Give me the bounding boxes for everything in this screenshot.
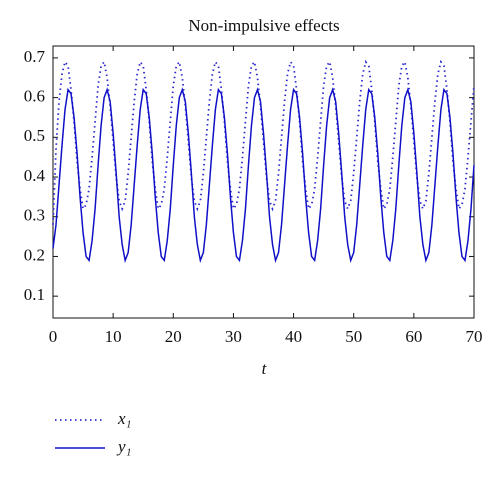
x-tick-label: 10	[105, 327, 122, 346]
x-tick-label: 60	[405, 327, 422, 346]
y-tick-label: 0.1	[24, 285, 45, 304]
x-tick-label: 50	[345, 327, 362, 346]
x-tick-label: 40	[285, 327, 302, 346]
x-axis-label: t	[262, 359, 268, 378]
y-tick-label: 0.7	[24, 47, 46, 66]
y-tick-label: 0.4	[24, 166, 46, 185]
x-tick-label: 20	[165, 327, 182, 346]
y-tick-label: 0.3	[24, 206, 45, 225]
y-tick-label: 0.6	[24, 87, 45, 106]
series-line	[52, 87, 475, 264]
y-tick-label: 0.2	[24, 245, 45, 264]
x-tick-label: 0	[49, 327, 58, 346]
plot-frame	[52, 45, 475, 319]
series-line	[52, 59, 475, 225]
chart-title: Non-impulsive effects	[188, 16, 339, 35]
legend-label: y₁	[116, 437, 131, 456]
legend-label: x₁	[117, 409, 131, 428]
x-tick-label: 70	[466, 327, 483, 346]
y-tick-label: 0.5	[24, 126, 45, 145]
x-tick-label: 30	[225, 327, 242, 346]
